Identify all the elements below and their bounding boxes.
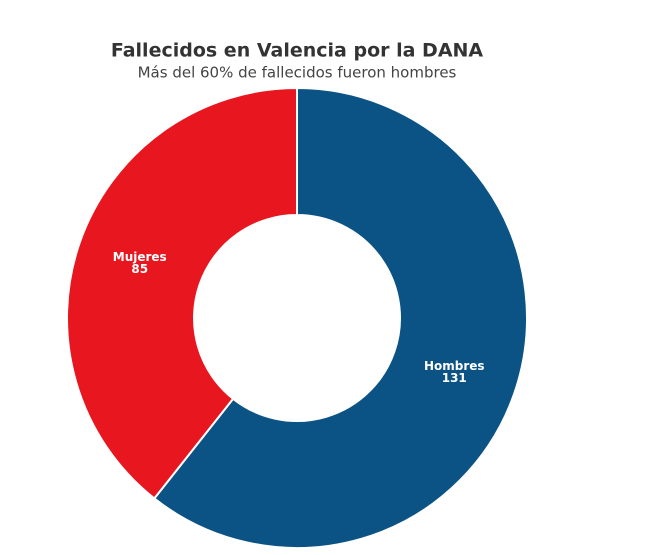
- donut-slice: [66, 86, 298, 500]
- slice-label-value: 131: [442, 371, 467, 385]
- slice-label-name: Hombres: [424, 359, 485, 373]
- donut-slice: [152, 86, 528, 549]
- chart-subtitle: Más del 60% de fallecidos fueron hombres: [138, 64, 457, 82]
- chart-title: Fallecidos en Valencia por la DANA: [111, 40, 484, 62]
- slice-label-name: Mujeres: [113, 250, 167, 264]
- slice-label-value: 85: [131, 262, 148, 276]
